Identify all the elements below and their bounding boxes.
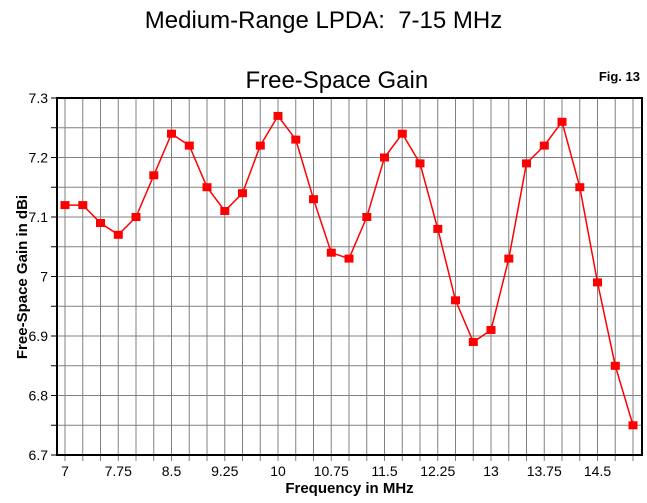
y-tick-label: 7 [40, 269, 48, 285]
x-tick-label: 8.5 [162, 463, 182, 479]
x-tick-label: 10.75 [314, 463, 349, 479]
data-point-marker [539, 141, 549, 150]
data-point-marker [557, 117, 567, 126]
chart-title-line2: Free-Space Gain [245, 67, 429, 94]
data-point-marker [131, 213, 141, 221]
data-point-marker [149, 171, 159, 180]
data-point-marker [184, 141, 194, 150]
data-point-marker [451, 296, 460, 305]
data-point-marker [362, 213, 372, 221]
data-point-marker [486, 326, 496, 334]
x-tick-label: 13 [483, 463, 499, 479]
x-axis-title: Frequency in MHz [285, 480, 414, 497]
data-point-marker [522, 159, 531, 168]
x-tick-label: 13.75 [527, 463, 562, 479]
y-tick-label: 6.8 [29, 388, 49, 404]
y-tick-label: 6.9 [29, 328, 49, 344]
data-point-marker [575, 183, 585, 192]
x-tick-label: 7.75 [105, 463, 132, 479]
plot-frame [56, 97, 643, 456]
figure-number-label: Fig. 13 [598, 69, 640, 84]
data-point-marker [273, 111, 283, 120]
x-tick-label: 9.25 [211, 463, 238, 479]
x-tick-label: 12.25 [420, 463, 455, 479]
data-point-marker [202, 183, 212, 192]
data-point-marker [220, 207, 230, 215]
data-point-marker [255, 141, 265, 150]
x-tick-label: 7 [61, 463, 69, 479]
data-point-marker [628, 421, 638, 430]
data-point-marker [593, 278, 602, 287]
chart-title-line1: Medium-Range LPDA: 7-15 MHz [144, 7, 503, 34]
data-point-marker [291, 135, 301, 144]
x-tick-label: 14.5 [584, 463, 611, 479]
data-point-marker [60, 201, 70, 210]
data-point-marker [380, 153, 389, 162]
data-point-marker [415, 159, 425, 168]
data-point-marker [468, 338, 478, 346]
x-tick-label: 10 [270, 463, 286, 479]
x-tick-label: 11.5 [371, 463, 397, 479]
data-point-marker [96, 219, 105, 227]
data-point-marker [113, 230, 123, 239]
data-point-marker [504, 254, 514, 263]
data-point-marker [397, 129, 407, 138]
y-tick-label: 7.2 [29, 150, 49, 166]
data-point-marker [433, 224, 443, 233]
data-point-marker [610, 361, 620, 370]
y-tick-label: 7.1 [29, 209, 49, 225]
y-tick-label: 7.3 [29, 90, 49, 106]
chart-title: Medium-Range LPDA: 7-15 MHz Free-Space G… [0, 6, 647, 96]
data-point-marker [78, 201, 88, 210]
y-axis-title: Free-Space Gain in dBi [14, 194, 31, 360]
data-point-marker [238, 189, 247, 198]
data-point-marker [344, 254, 354, 263]
y-tick-label: 6.7 [29, 447, 49, 463]
data-point-marker [167, 129, 176, 138]
data-point-marker [326, 248, 336, 257]
data-point-marker [309, 195, 318, 204]
